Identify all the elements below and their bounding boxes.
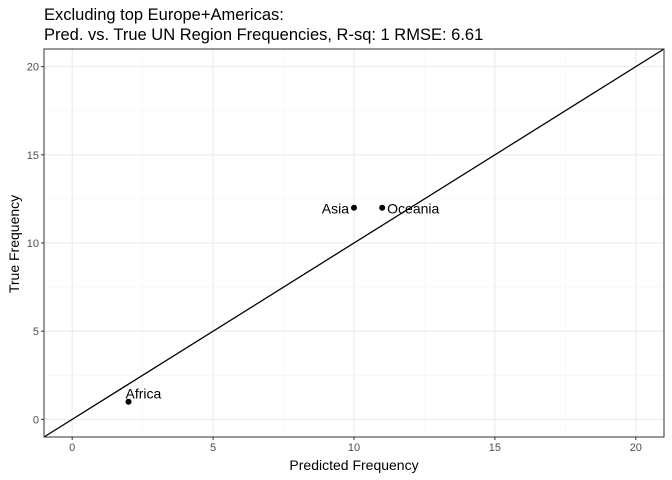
x-tick-label: 0 [69,442,75,454]
data-points: Africa Asia Oceania [125,201,440,405]
chart-title: Excluding top Europe+Americas: [44,6,284,24]
grid-lines [44,49,664,437]
x-axis-title: Predicted Frequency [289,457,418,473]
point-marker [351,204,357,211]
chart-subtitle: Pred. vs. True UN Region Frequencies, R-… [44,26,483,44]
point-label: Oceania [387,201,439,217]
data-point-asia: Asia [322,201,357,217]
point-label: Africa [126,386,162,402]
y-axis-ticks: 0 5 10 15 20 [27,62,44,426]
x-tick-label: 20 [630,442,642,454]
y-tick-label: 10 [27,238,39,250]
y-tick-label: 20 [27,62,39,74]
x-axis-ticks: 0 5 10 15 20 [69,437,642,454]
x-tick-label: 10 [348,442,360,454]
reference-line-layer [43,48,665,438]
x-tick-label: 15 [489,442,501,454]
data-point-africa: Africa [125,386,162,405]
y-tick-label: 0 [33,414,39,426]
y-tick-label: 5 [33,326,39,338]
identity-line [43,48,665,438]
point-marker [125,398,132,405]
y-axis-title: True Frequency [6,195,22,293]
point-marker [379,204,386,211]
y-tick-label: 15 [27,150,39,162]
point-label: Asia [322,201,349,217]
data-point-oceania: Oceania [379,201,440,217]
x-tick-label: 5 [210,442,216,454]
